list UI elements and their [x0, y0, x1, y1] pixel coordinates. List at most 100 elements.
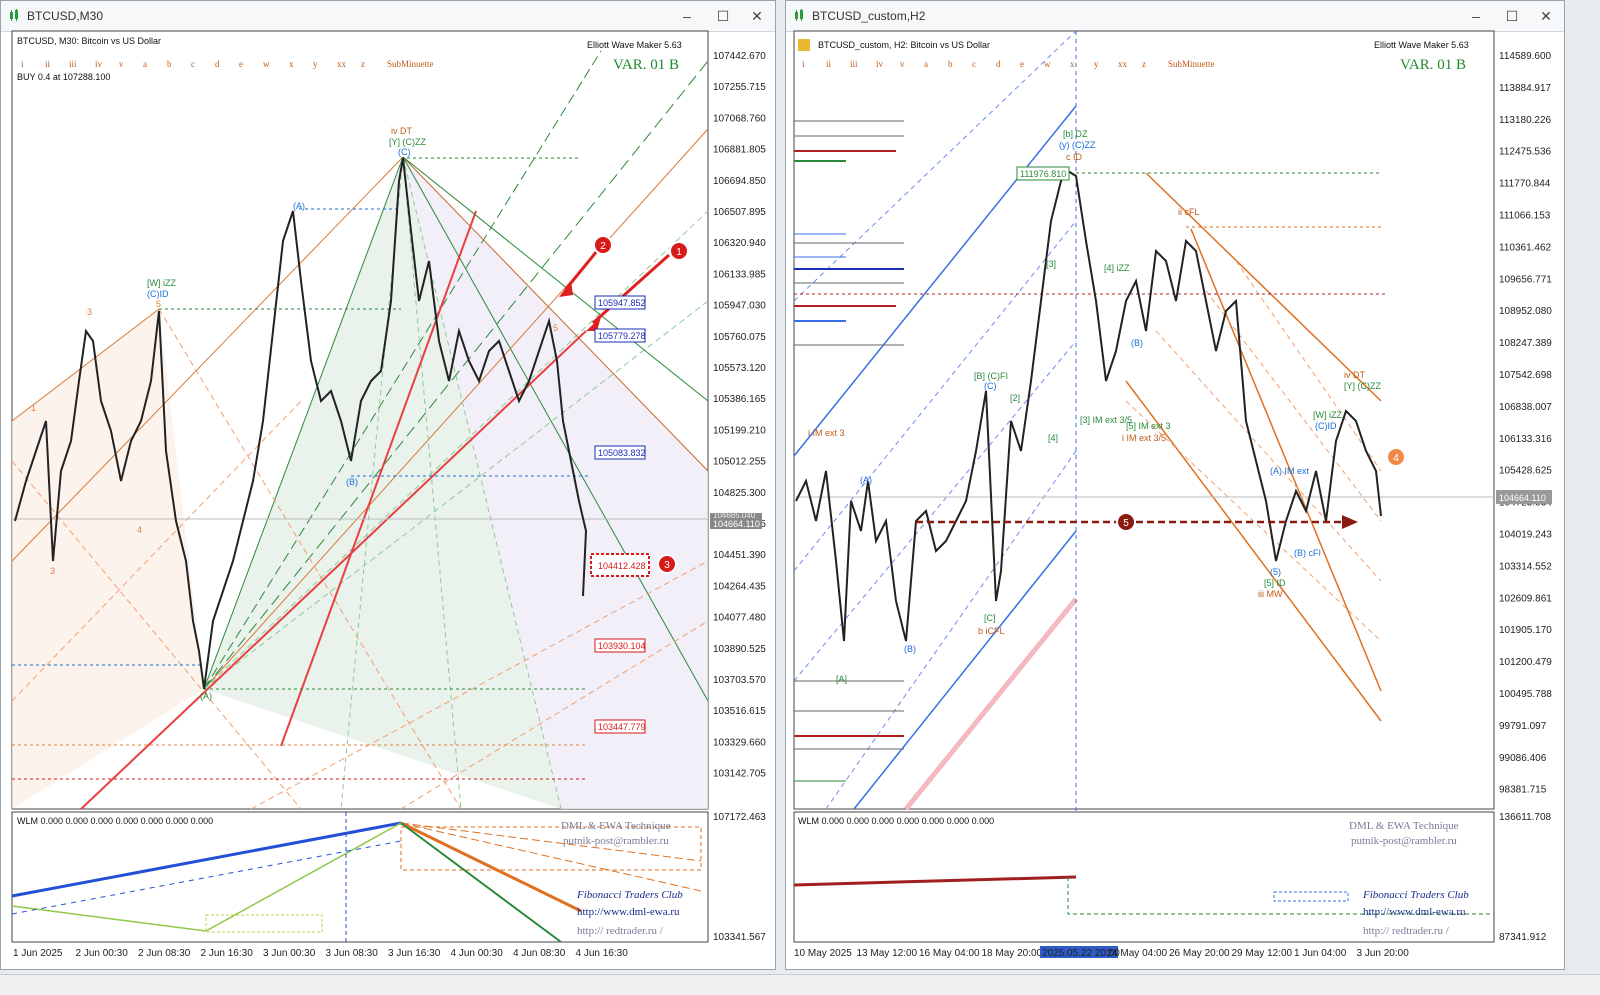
close-button[interactable]: ✕: [751, 8, 763, 24]
price-box-3[interactable]: 105083.832: [594, 445, 646, 460]
svg-text:105083.832: 105083.832: [598, 448, 646, 458]
wave-button-v[interactable]: v: [900, 59, 905, 69]
price-axis-tick: 106881.805: [713, 145, 766, 156]
svg-text:[5] IM ext 3: [5] IM ext 3: [1126, 421, 1171, 431]
right-window-titlebar[interactable]: BTCUSD_custom,H2 – ☐ ✕: [786, 1, 1564, 32]
price-axis-tick: 113180.226: [1499, 115, 1552, 126]
price-axis[interactable]: 107442.670 107255.715 107068.760 106881.805…: [713, 51, 766, 780]
wave-button-iii[interactable]: iii: [69, 59, 77, 69]
peak-price-box[interactable]: 111976.810: [1016, 166, 1070, 181]
price-box-6[interactable]: 103447.779: [594, 719, 646, 734]
wave-button-w[interactable]: w: [1044, 59, 1051, 69]
wave-button-iii[interactable]: iii: [850, 59, 858, 69]
wave-button-a[interactable]: a: [143, 59, 147, 69]
price-axis[interactable]: 114589.600 113884.917 113180.226 112475.536…: [1499, 51, 1552, 796]
price-box-4[interactable]: 104412.428: [590, 553, 650, 577]
maximize-button[interactable]: ☐: [716, 8, 730, 24]
time-axis-tick: 13 May 12:00: [857, 948, 918, 959]
wave-button-b[interactable]: b: [167, 59, 172, 69]
time-axis-tick: 1 Jun 2025: [13, 948, 63, 959]
wave-button-x[interactable]: x: [1070, 59, 1075, 69]
svg-text:(A) IM ext: (A) IM ext: [1270, 466, 1310, 476]
time-axis-tick: 16 May 04:00: [919, 948, 980, 959]
svg-text:[W] iZZ: [W] iZZ: [1313, 410, 1342, 420]
price-box-2[interactable]: 105779.278: [594, 328, 646, 343]
marker-3: [657, 554, 677, 574]
maximize-button[interactable]: ☐: [1505, 8, 1519, 24]
wave-button-e[interactable]: e: [1020, 59, 1024, 69]
svg-text:[C]: [C]: [984, 613, 996, 623]
svg-text:[3] IM ext 3/5: [3] IM ext 3/5: [1080, 415, 1132, 425]
wave-button-y[interactable]: y: [1094, 59, 1099, 69]
wave-button-d[interactable]: d: [996, 59, 1001, 69]
time-axis-tick: 2 Jun 08:30: [138, 948, 191, 959]
right-chart-window[interactable]: BTCUSD_custom,H2 – ☐ ✕: [785, 0, 1565, 970]
wave-button-subminuette[interactable]: SubMinuette: [387, 59, 434, 69]
wave-button-w[interactable]: w: [263, 59, 270, 69]
svg-text:putnik-post@rambler.ru: putnik-post@rambler.ru: [563, 835, 669, 847]
svg-text:(C)ID: (C)ID: [147, 289, 169, 299]
svg-text:i IM ext 3: i IM ext 3: [808, 428, 845, 438]
price-axis-tick: 111066.153: [1499, 211, 1551, 222]
wave-button-row[interactable]: i ii iii iv v a b c d e w x y xx z SubMinuette: [21, 59, 434, 69]
wave-button-c[interactable]: c: [972, 59, 976, 69]
wave-button-i[interactable]: i: [802, 59, 805, 69]
svg-text:Fibonacci Traders Club: Fibonacci Traders Club: [576, 889, 683, 901]
marker-2-label: 2: [600, 241, 606, 252]
current-price-tag: [1496, 490, 1552, 504]
wave-button-row[interactable]: i ii iii iv v a b c d e w x y xx z SubMinuette: [802, 59, 1215, 69]
wave-button-subminuette[interactable]: SubMinuette: [1168, 59, 1215, 69]
wave-button-z[interactable]: z: [361, 59, 365, 69]
time-axis-tick: 26 May 20:00: [1169, 948, 1230, 959]
wave-button-d[interactable]: d: [215, 59, 220, 69]
wave-button-v[interactable]: v: [119, 59, 124, 69]
time-axis[interactable]: 10 May 2025 13 May 12:00 16 May 04:00 18 Ma…: [794, 946, 1409, 959]
time-axis-tick: 18 May 20:00: [982, 948, 1043, 959]
wave-button-ii[interactable]: ii: [826, 59, 832, 69]
minimize-button[interactable]: –: [1472, 8, 1480, 24]
price-axis-tick: 108247.389: [1499, 338, 1552, 349]
wave-button-z[interactable]: z: [1142, 59, 1146, 69]
price-axis-tick: 107068.760: [713, 113, 766, 124]
wave-button-ii[interactable]: ii: [45, 59, 51, 69]
wave-button-e[interactable]: e: [239, 59, 243, 69]
price-axis-tick: 107255.715: [713, 82, 766, 93]
time-axis-tick: 3 Jun 20:00: [1357, 948, 1410, 959]
wave-button-xx[interactable]: xx: [337, 59, 347, 69]
minimize-button[interactable]: –: [683, 8, 691, 24]
wave-button-a[interactable]: a: [924, 59, 928, 69]
close-button[interactable]: ✕: [1540, 8, 1552, 24]
time-axis-tick: 4 Jun 16:30: [576, 948, 629, 959]
indicator-name: Elliott Wave Maker 5.63: [587, 40, 682, 50]
marker-2: [593, 235, 613, 255]
sub-axis-bottom: 87341.912: [1499, 932, 1547, 943]
svg-text:(A): (A): [293, 201, 305, 211]
sub-axis-top: 136611.708: [1499, 812, 1552, 823]
wave-button-i[interactable]: i: [21, 59, 24, 69]
price-axis-tick: 112475.536: [1499, 147, 1552, 158]
price-axis-tick: 104077.480: [713, 613, 766, 624]
left-chart-window[interactable]: BTCUSD,M30 – ☐ ✕: [0, 0, 776, 970]
svg-text:Fibonacci Traders Club: Fibonacci Traders Club: [1362, 889, 1469, 901]
current-price-tag: [710, 513, 762, 529]
svg-text:(B): (B): [904, 644, 916, 654]
wave-button-y[interactable]: y: [313, 59, 318, 69]
right-chart-area[interactable]: 5 4 111976.810 [b] DZ (y) (C)ZZ c ID ii …: [786, 1, 1564, 969]
price-box-1[interactable]: 105947.852: [594, 295, 646, 310]
wave-button-x[interactable]: x: [289, 59, 294, 69]
time-axis-tick: 3 Jun 16:30: [388, 948, 441, 959]
price-axis-tick: 113884.917: [1499, 83, 1552, 94]
wave-button-iv[interactable]: iv: [876, 59, 884, 69]
svg-text:105779.278: 105779.278: [598, 331, 646, 341]
svg-text:[5] ID: [5] ID: [1264, 578, 1286, 588]
wave-button-iv[interactable]: iv: [95, 59, 103, 69]
svg-text:iv DT: iv DT: [391, 126, 412, 136]
chart-window-icon: [10, 9, 18, 21]
left-chart-area[interactable]: 1 2 3 105947.852 105779.278 105083.832 1…: [1, 1, 775, 969]
price-box-5[interactable]: 103930.104: [594, 638, 646, 653]
wave-button-xx[interactable]: xx: [1118, 59, 1128, 69]
wave-button-b[interactable]: b: [948, 59, 953, 69]
time-axis[interactable]: 1 Jun 2025 2 Jun 00:30 2 Jun 08:30 2 Jun 16…: [13, 948, 628, 959]
marker-1-label: 1: [676, 247, 682, 258]
wave-button-c[interactable]: c: [191, 59, 195, 69]
